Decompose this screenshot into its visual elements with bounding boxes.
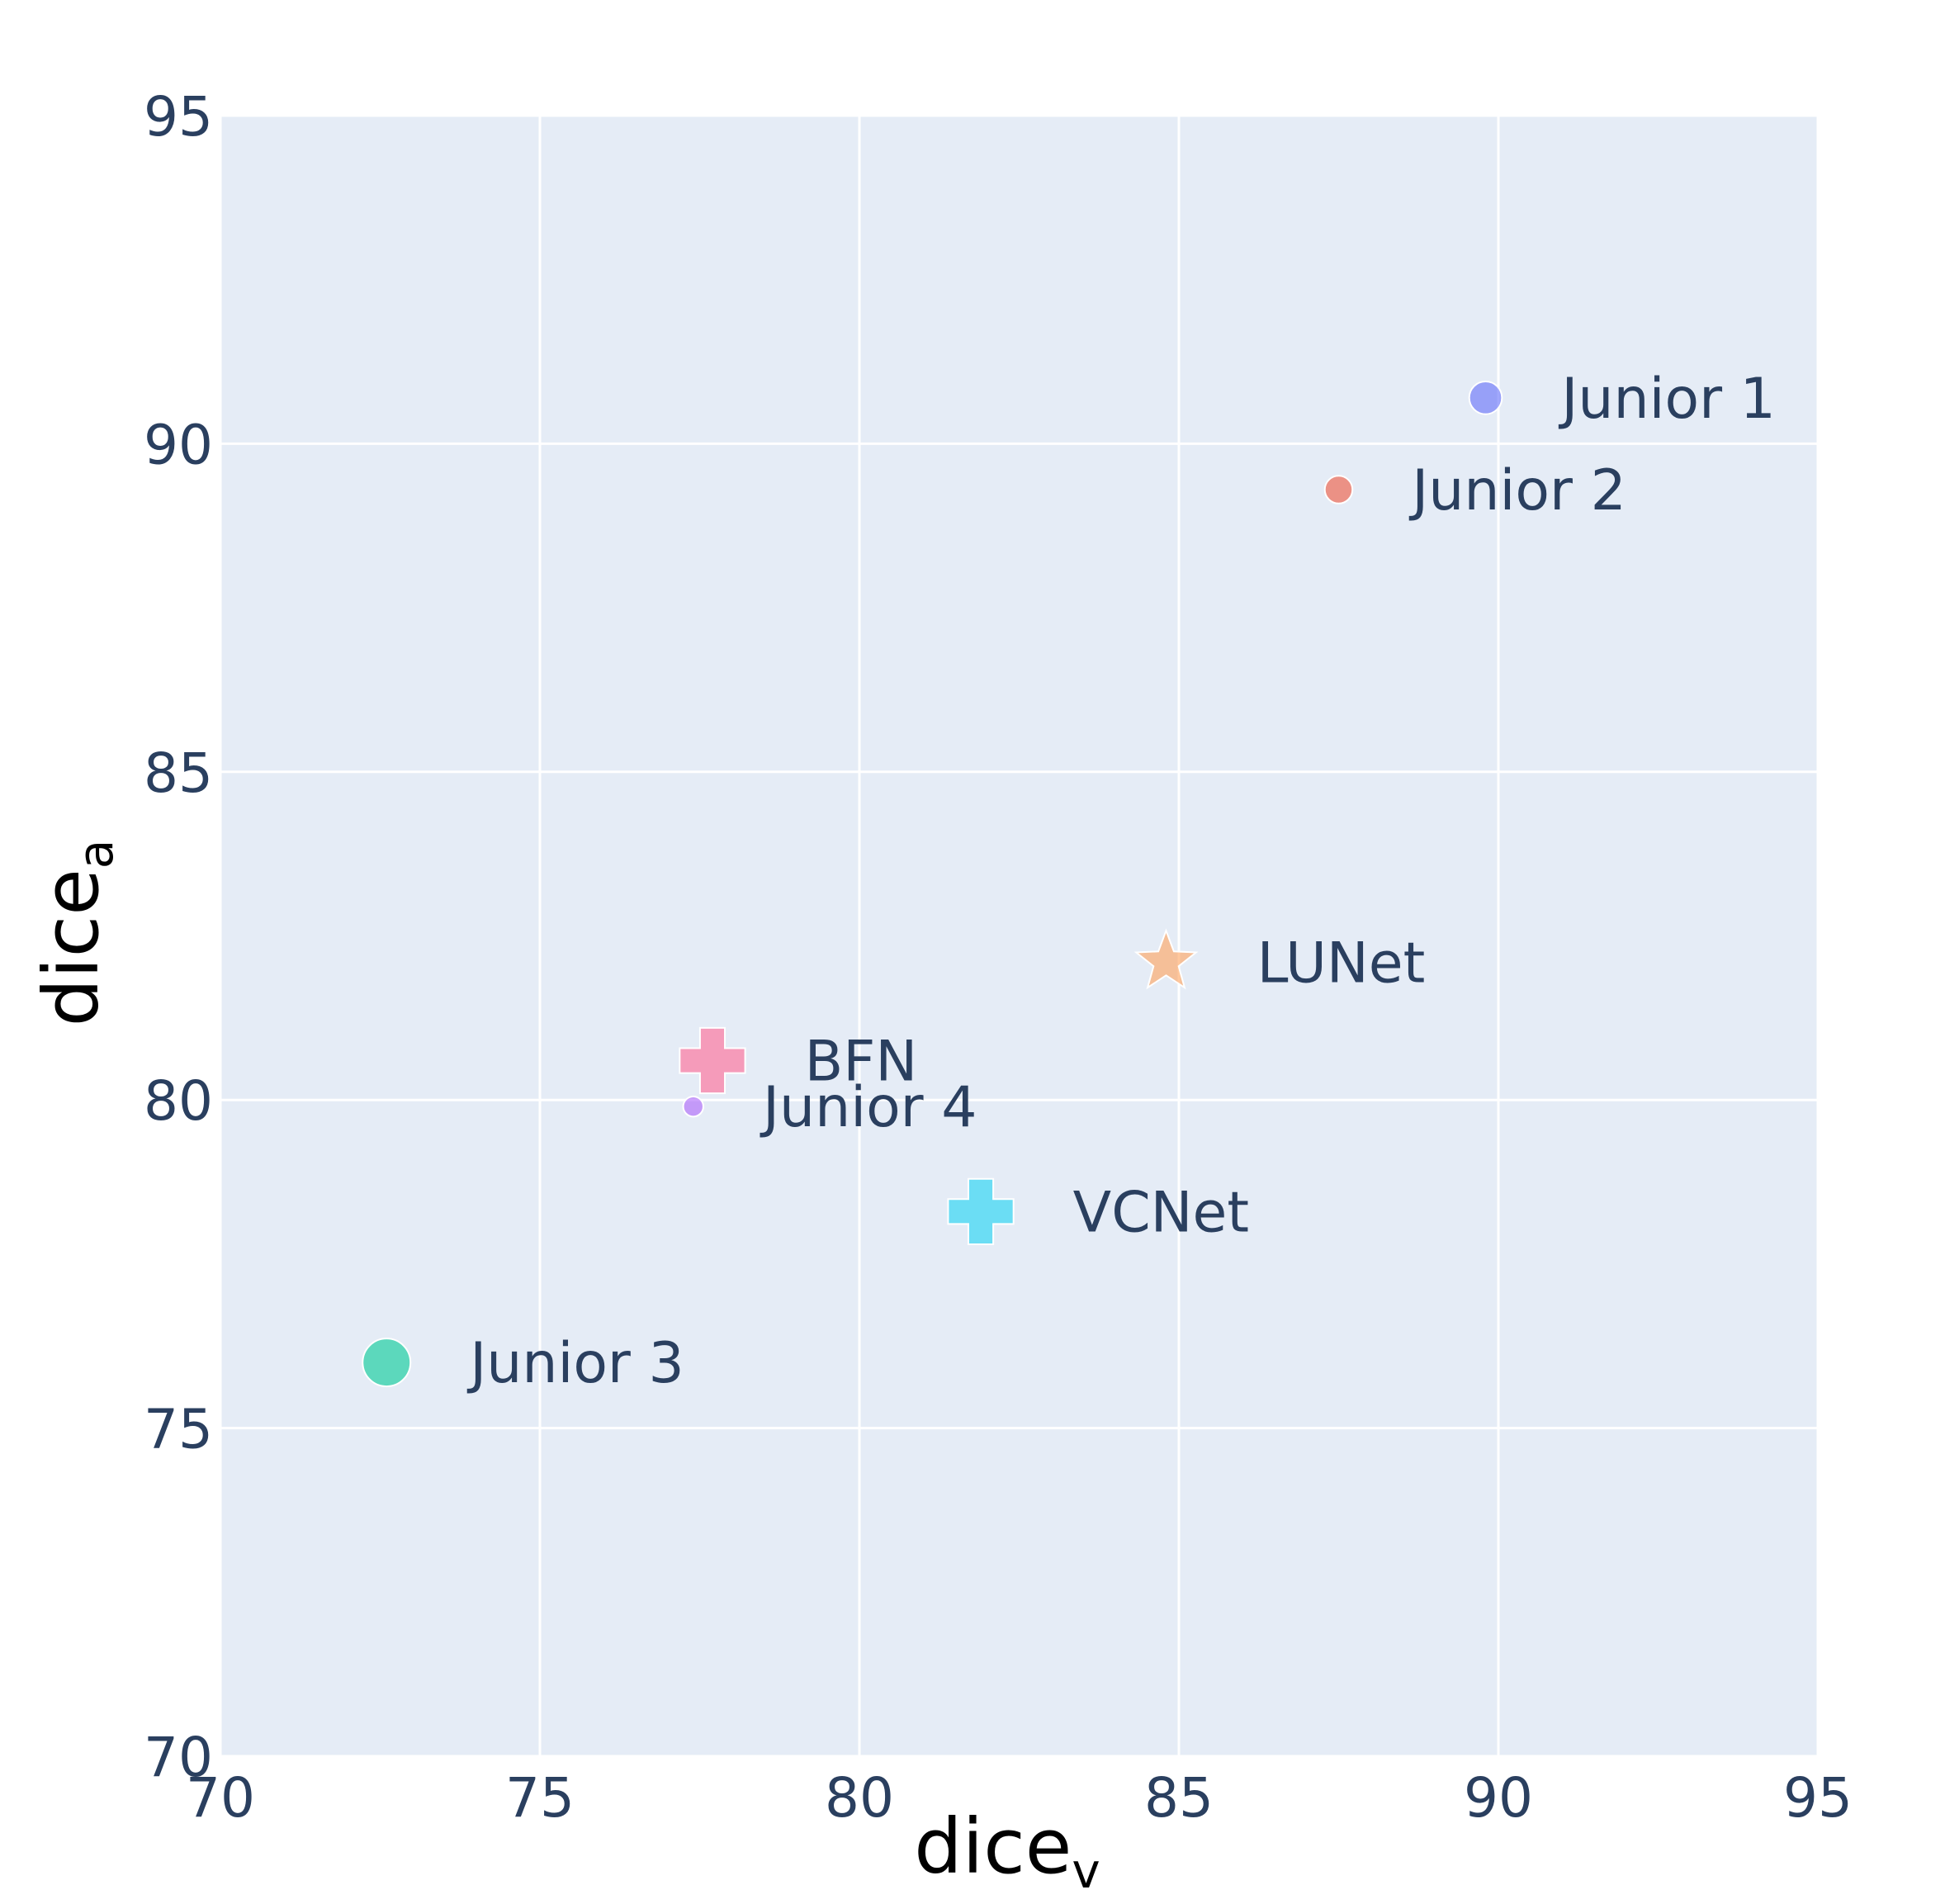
y-axis-title: dicea bbox=[27, 840, 124, 1027]
y-tick-label: 75 bbox=[144, 1398, 213, 1461]
x-axis-title-sub: v bbox=[1072, 1843, 1100, 1899]
marker bbox=[679, 1026, 746, 1095]
marker bbox=[362, 1338, 412, 1388]
x-axis-title: dicev bbox=[914, 1802, 1100, 1899]
y-tick-label: 85 bbox=[144, 741, 213, 805]
x-tick-label: 95 bbox=[1783, 1766, 1853, 1830]
marker bbox=[1133, 928, 1199, 990]
x-tick-label: 75 bbox=[505, 1766, 575, 1830]
marker bbox=[1468, 380, 1503, 415]
y-axis-title-sub: a bbox=[68, 840, 124, 869]
x-tick-label: 80 bbox=[825, 1766, 894, 1830]
y-tick-label: 90 bbox=[144, 413, 213, 476]
marker bbox=[1323, 475, 1354, 504]
point-label: Junior 3 bbox=[466, 1331, 684, 1396]
plot-background bbox=[220, 116, 1818, 1756]
y-tick-label: 80 bbox=[144, 1069, 213, 1133]
point-label: BFN bbox=[805, 1030, 918, 1095]
x-axis-title-main: dice bbox=[914, 1802, 1072, 1891]
y-tick-label: 95 bbox=[144, 85, 213, 149]
marker bbox=[947, 1177, 1015, 1245]
x-tick-label: 70 bbox=[186, 1766, 255, 1830]
y-tick-label: 70 bbox=[144, 1726, 213, 1789]
x-tick-label: 85 bbox=[1144, 1766, 1214, 1830]
point-label: Junior 1 bbox=[1558, 367, 1776, 432]
x-tick-label: 90 bbox=[1464, 1766, 1533, 1830]
marker bbox=[682, 1095, 704, 1118]
point-label: Junior 2 bbox=[1408, 458, 1626, 523]
y-axis-title-main: dice bbox=[27, 869, 116, 1026]
point-label: LUNet bbox=[1257, 931, 1426, 996]
point-label: VCNet bbox=[1073, 1180, 1249, 1245]
point-label: Junior 4 bbox=[760, 1075, 977, 1140]
